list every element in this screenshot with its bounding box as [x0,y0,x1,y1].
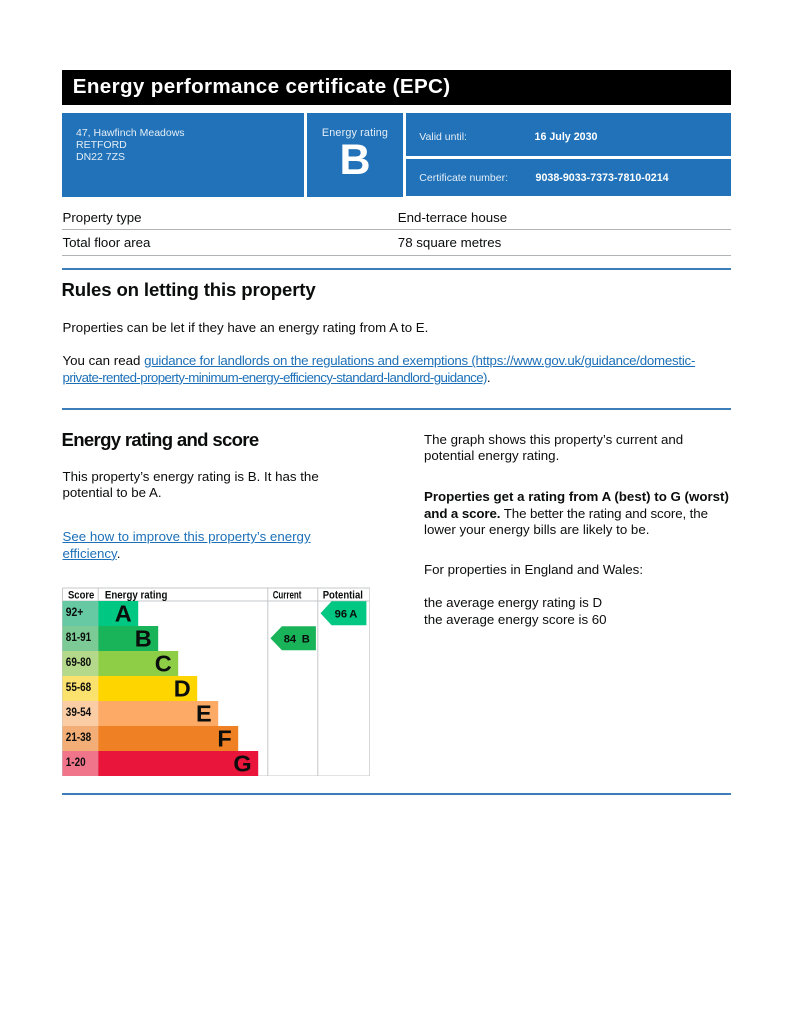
svg-text:F: F [217,725,231,751]
svg-text:96: 96 [334,608,346,620]
svg-text:B: B [301,633,309,645]
svg-text:Score: Score [68,589,94,601]
svg-text:Potential: Potential [322,589,362,601]
svg-text:Energy rating: Energy rating [104,589,167,601]
svg-text:84: 84 [283,633,296,645]
svg-text:B: B [134,625,151,651]
svg-text:A: A [349,608,357,620]
svg-text:1-20: 1-20 [65,756,85,769]
svg-text:Current: Current [272,589,301,601]
svg-text:55-68: 55-68 [65,681,91,694]
svg-text:92+: 92+ [65,606,83,619]
svg-text:81-91: 81-91 [65,631,91,644]
svg-text:A: A [114,600,131,626]
svg-text:69-80: 69-80 [65,656,91,669]
svg-text:39-54: 39-54 [65,706,91,719]
svg-text:21-38: 21-38 [65,731,91,744]
svg-text:D: D [173,675,190,701]
svg-text:C: C [154,650,171,676]
svg-text:G: G [233,750,251,776]
svg-text:E: E [196,700,212,726]
